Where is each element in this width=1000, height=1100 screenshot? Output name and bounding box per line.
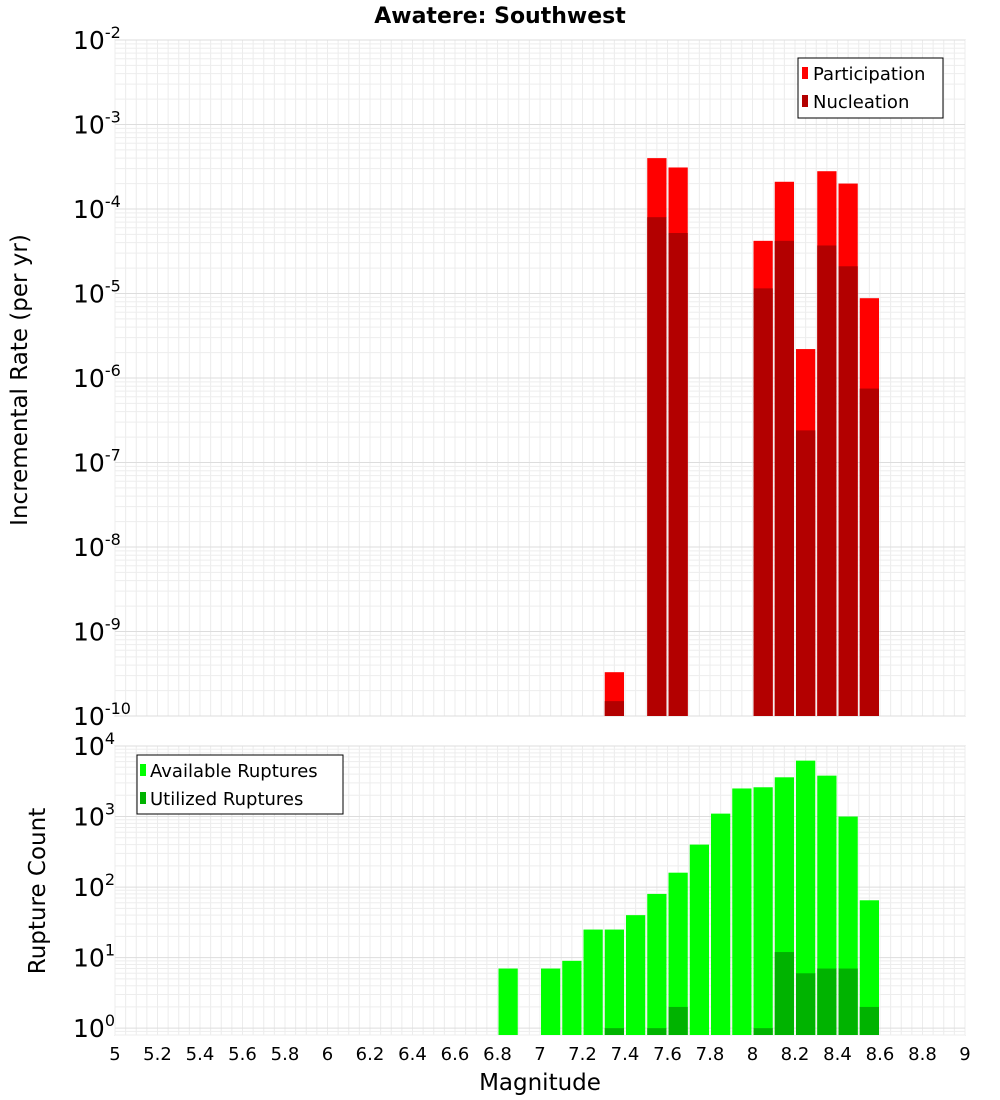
top-bar-nucleation bbox=[859, 388, 879, 716]
x-tick-label: 5.8 bbox=[271, 1044, 300, 1065]
x-tick-label: 5 bbox=[109, 1044, 120, 1065]
x-tick-label: 8 bbox=[747, 1044, 758, 1065]
top-legend: Participation Nucleation bbox=[797, 57, 944, 119]
bottom-bar-available-ruptures bbox=[604, 929, 624, 1035]
x-tick-label: 6.4 bbox=[398, 1044, 427, 1065]
x-tick-label: 7.8 bbox=[696, 1044, 725, 1065]
top-bars bbox=[604, 158, 879, 717]
x-tick-label: 5.6 bbox=[228, 1044, 257, 1065]
top-y-tick-label: 10-9 bbox=[73, 615, 121, 647]
bottom-bar-available-ruptures bbox=[541, 968, 561, 1035]
bottom-y-tick-label: 103 bbox=[73, 800, 115, 832]
bottom-bar-available-ruptures bbox=[753, 787, 773, 1035]
legend-swatch-utilized bbox=[140, 792, 146, 804]
bottom-bar-available-ruptures bbox=[562, 960, 582, 1035]
x-tick-label: 8.8 bbox=[908, 1044, 937, 1065]
bottom-bar-available-ruptures bbox=[583, 929, 603, 1035]
top-y-tick-label: 10-7 bbox=[73, 446, 121, 478]
top-y-tick-label: 10-2 bbox=[73, 23, 121, 55]
bottom-bar-available-ruptures bbox=[796, 760, 816, 1035]
legend-swatch-participation bbox=[802, 67, 808, 79]
bottom-bar-utilized-ruptures bbox=[668, 1006, 688, 1035]
top-bar-nucleation bbox=[838, 266, 858, 716]
top-legend-box bbox=[797, 57, 944, 119]
legend-swatch-available bbox=[140, 764, 146, 776]
top-bar-nucleation bbox=[753, 288, 773, 716]
bottom-bar-utilized-ruptures bbox=[859, 1006, 879, 1035]
bottom-bar-utilized-ruptures bbox=[753, 1028, 773, 1035]
bottom-y-tick-label: 101 bbox=[73, 941, 115, 973]
x-tick-label: 5.2 bbox=[143, 1044, 172, 1065]
legend-label-nucleation: Nucleation bbox=[813, 92, 909, 113]
top-y-tick-label: 10-3 bbox=[73, 108, 121, 140]
x-tick-label: 8.6 bbox=[866, 1044, 895, 1065]
top-grid bbox=[114, 39, 966, 717]
bottom-bar-available-ruptures bbox=[689, 844, 709, 1035]
x-tick-label: 7.4 bbox=[611, 1044, 640, 1065]
top-bar-nucleation bbox=[668, 232, 688, 716]
top-bar-nucleation bbox=[774, 240, 794, 716]
x-tick-label: 6 bbox=[322, 1044, 333, 1065]
top-bar-nucleation bbox=[604, 701, 624, 716]
bottom-bar-utilized-ruptures bbox=[604, 1028, 624, 1035]
x-tick-label: 6.2 bbox=[356, 1044, 385, 1065]
chart-title: Awatere: Southwest bbox=[374, 4, 626, 29]
x-tick-label: 8.2 bbox=[781, 1044, 810, 1065]
bottom-bar-available-ruptures bbox=[668, 872, 688, 1035]
x-axis-label: Magnitude bbox=[479, 1070, 601, 1096]
x-tick-label: 6.8 bbox=[483, 1044, 512, 1065]
top-y-axis-label: Incremental Rate (per yr) bbox=[7, 234, 33, 526]
top-y-tick-label: 10-4 bbox=[73, 192, 121, 224]
legend-label-participation: Participation bbox=[813, 64, 925, 85]
bottom-bar-utilized-ruptures bbox=[796, 973, 816, 1035]
bottom-bar-available-ruptures bbox=[647, 893, 667, 1035]
bottom-legend-box bbox=[136, 754, 344, 815]
legend-label-available: Available Ruptures bbox=[150, 761, 318, 782]
legend-swatch-nucleation bbox=[802, 95, 808, 107]
top-y-tick-label: 10-5 bbox=[73, 277, 121, 309]
bottom-y-axis-label: Rupture Count bbox=[25, 808, 51, 974]
top-y-ticks: 10-10 10-9 10-8 10-7 10-6 10-5 10-4 10-3 10-2 bbox=[73, 23, 131, 731]
bottom-bar-available-ruptures bbox=[498, 968, 518, 1035]
top-y-tick-label: 10-6 bbox=[73, 361, 121, 393]
x-tick-label: 7.6 bbox=[653, 1044, 682, 1065]
bottom-bar-utilized-ruptures bbox=[817, 968, 837, 1035]
x-tick-label: 9 bbox=[959, 1044, 970, 1065]
bottom-bar-available-ruptures bbox=[711, 813, 731, 1035]
top-y-tick-label: 10-10 bbox=[73, 699, 131, 731]
bottom-bar-utilized-ruptures bbox=[774, 952, 794, 1035]
bottom-bar-available-ruptures bbox=[732, 788, 752, 1035]
x-tick-label: 5.4 bbox=[186, 1044, 215, 1065]
x-tick-label: 7 bbox=[534, 1044, 545, 1065]
top-bar-nucleation bbox=[796, 430, 816, 716]
x-tick-label: 8.4 bbox=[823, 1044, 852, 1065]
bottom-bar-utilized-ruptures bbox=[838, 968, 858, 1035]
bottom-y-tick-label: 104 bbox=[73, 729, 115, 761]
x-ticks: 5 5.2 5.4 5.6 5.8 6 6.2 6.4 6.6 6.8 7 7.2 7.4 7.6 7.8 8… bbox=[109, 1044, 970, 1065]
bottom-bars bbox=[498, 760, 879, 1035]
bottom-y-tick-label: 102 bbox=[73, 870, 115, 902]
top-bar-nucleation bbox=[647, 217, 667, 716]
bottom-y-ticks: 100 101 102 103 104 bbox=[73, 729, 115, 1043]
x-tick-label: 7.2 bbox=[568, 1044, 597, 1065]
legend-label-utilized: Utilized Ruptures bbox=[150, 789, 303, 810]
bottom-bar-utilized-ruptures bbox=[647, 1028, 667, 1035]
bottom-bar-available-ruptures bbox=[859, 900, 879, 1035]
x-tick-label: 6.6 bbox=[441, 1044, 470, 1065]
top-bar-nucleation bbox=[817, 245, 837, 717]
bottom-y-tick-label: 100 bbox=[73, 1011, 115, 1043]
bottom-legend: Available Ruptures Utilized Ruptures bbox=[136, 754, 344, 815]
top-y-tick-label: 10-8 bbox=[73, 530, 121, 562]
bottom-bar-available-ruptures bbox=[626, 915, 646, 1035]
